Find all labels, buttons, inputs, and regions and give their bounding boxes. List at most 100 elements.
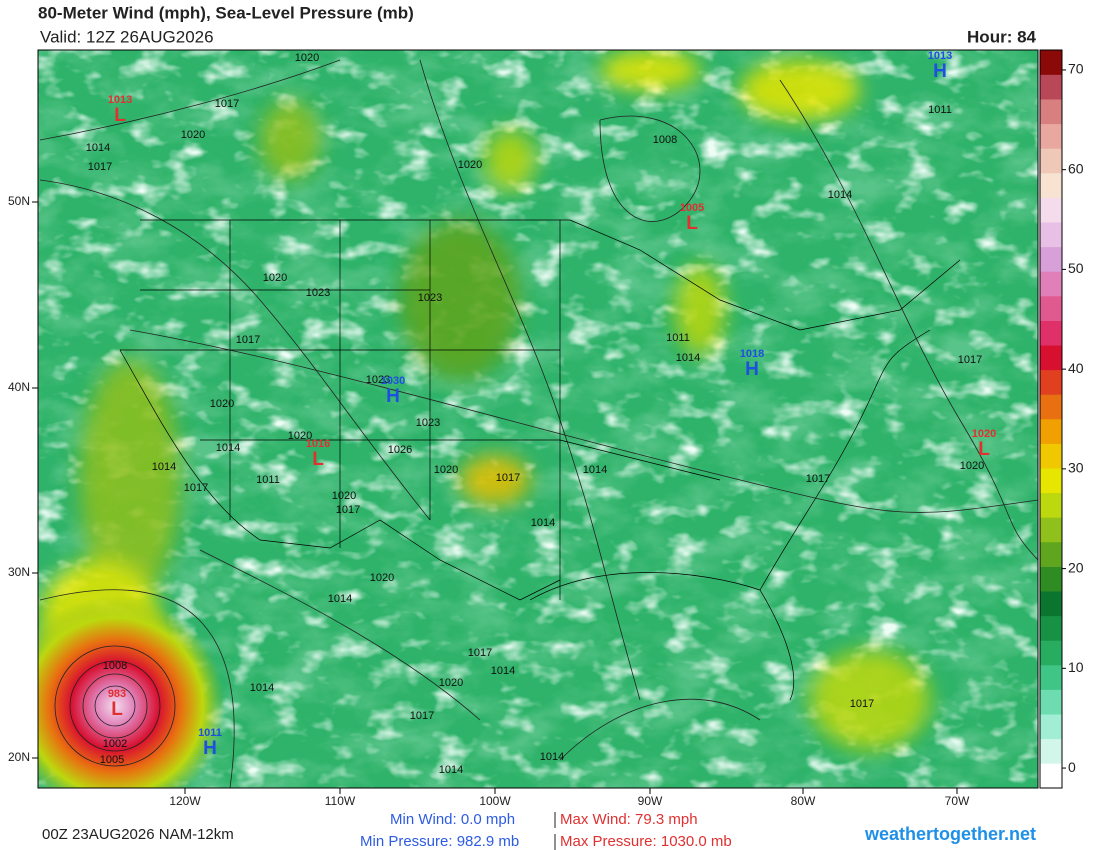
isobar-label: 1014 [152, 461, 176, 473]
colorbar-tick-label: 20 [1068, 559, 1084, 575]
min-pressure: Min Pressure: 982.9 mb [360, 833, 519, 850]
isobar-label: 1014 [676, 352, 700, 364]
isobar-label: 1020 [288, 430, 312, 442]
lon-label: 100W [479, 794, 511, 808]
colorbar-tick-label: 10 [1068, 659, 1084, 675]
lat-label: 40N [8, 380, 30, 394]
isobar-label: 1014 [439, 764, 463, 776]
wind-maxima [40, 50, 930, 750]
lon-label: 70W [945, 794, 970, 808]
isobar-label: 1017 [336, 504, 360, 516]
colorbar-band [1040, 665, 1062, 690]
borders [119, 219, 961, 701]
isobar-label: 1020 [439, 677, 463, 689]
colorbar-band [1040, 222, 1062, 248]
colorbar-tick-label: 40 [1068, 360, 1084, 376]
center-value: 1020 [972, 428, 996, 440]
isobar-label: 1023 [306, 287, 330, 299]
isobar-label: 1011 [928, 104, 952, 116]
center-value: 1011 [198, 727, 222, 739]
isobar-label: 1017 [236, 334, 260, 346]
isobar-label: 1014 [531, 517, 555, 529]
center-letter: L [111, 699, 123, 720]
isobar-label: 1020 [960, 460, 984, 472]
max-wind: Max Wind: 79.3 mph [560, 811, 698, 828]
isobar-label: 1017 [184, 482, 208, 494]
isobar-label: 1014 [328, 593, 352, 605]
isobar-label: 1017 [806, 473, 830, 485]
colorbar-band [1040, 123, 1062, 149]
colorbar-band [1040, 763, 1062, 789]
colorbar-band [1040, 517, 1062, 543]
center-letter: H [203, 738, 217, 759]
colorbar-band [1040, 419, 1062, 444]
isobar-label: 1020 [370, 572, 394, 584]
colorbar-band [1040, 394, 1062, 420]
valid-time: Valid: 12Z 26AUG2026 [40, 27, 214, 46]
colorbar-tick-label: 0 [1068, 759, 1076, 775]
hurricane-wind [38, 596, 225, 788]
center-letter: L [686, 213, 698, 234]
isobar-label: 1014 [86, 142, 110, 154]
isobar-label: 1023 [418, 292, 442, 304]
colorbar-band [1040, 615, 1062, 641]
colorbar-band [1040, 197, 1062, 223]
colorbar-band [1040, 591, 1062, 617]
isobar-label: 1020 [434, 464, 458, 476]
colorbar-band [1040, 492, 1062, 518]
isobar-label: 1014 [491, 665, 515, 677]
colorbar-band [1040, 369, 1062, 395]
isobar-label: 1005 [100, 754, 124, 766]
colorbar-band [1040, 271, 1062, 297]
colorbar-band [1040, 246, 1062, 272]
isobar-label: 1017 [88, 161, 112, 173]
center-value: 1013 [108, 94, 132, 106]
colorbar-frame [1039, 49, 1063, 789]
center-letter: H [933, 61, 947, 82]
center-value: 983 [108, 688, 126, 700]
colorbar-band [1040, 99, 1062, 125]
colorbar-tick-label: 50 [1068, 260, 1084, 276]
isobar-label: 1008 [103, 660, 127, 672]
center-letter: H [386, 386, 400, 407]
center-letter: L [978, 439, 990, 460]
isobar-label: 1008 [653, 134, 677, 146]
lon-label: 120W [169, 794, 201, 808]
isobars [39, 59, 1038, 788]
lon-label: 110W [325, 794, 356, 808]
colorbar-band [1040, 714, 1062, 740]
site-name: weathertogether.net [864, 824, 1036, 844]
colorbar-band [1040, 74, 1062, 100]
min-wind: Min Wind: 0.0 mph [390, 811, 515, 828]
max-pressure: Max Pressure: 1030.0 mb [560, 833, 732, 850]
center-value: 1030 [381, 375, 405, 387]
center-letter: H [745, 359, 759, 380]
isobar-label: 1020 [295, 52, 319, 64]
isobar-label: 1014 [250, 682, 274, 694]
colorbar-band [1040, 148, 1062, 174]
isobar-label: 1002 [103, 738, 127, 750]
center-letter: L [114, 105, 126, 126]
isobar-label: 1011 [666, 332, 690, 344]
title: 80-Meter Wind (mph), Sea-Level Pressure … [38, 3, 414, 22]
isobar-label: 1014 [540, 751, 564, 763]
isobar-label: 1017 [958, 354, 982, 366]
isobar-label: 1011 [256, 474, 280, 486]
isobar-label: 1017 [496, 472, 520, 484]
colorbar-band [1040, 640, 1062, 666]
colorbar-band [1040, 468, 1062, 494]
colorbar-band [1040, 738, 1062, 764]
isobar-label: 1014 [583, 464, 607, 476]
isobar-label: 1017 [215, 98, 239, 110]
colorbar-band [1040, 320, 1062, 346]
center-value: 1005 [680, 202, 704, 214]
colorbar-band [1040, 566, 1062, 592]
isobar-label: 1017 [410, 710, 434, 722]
colorbar-band [1040, 542, 1062, 567]
isobar-label: 1026 [388, 444, 412, 456]
center-value: 1018 [740, 348, 764, 360]
colorbar-band [1040, 296, 1062, 321]
lat-label: 30N [8, 565, 30, 579]
isobar-label: 1023 [366, 374, 390, 386]
colorbar-tick-label: 70 [1068, 61, 1084, 77]
